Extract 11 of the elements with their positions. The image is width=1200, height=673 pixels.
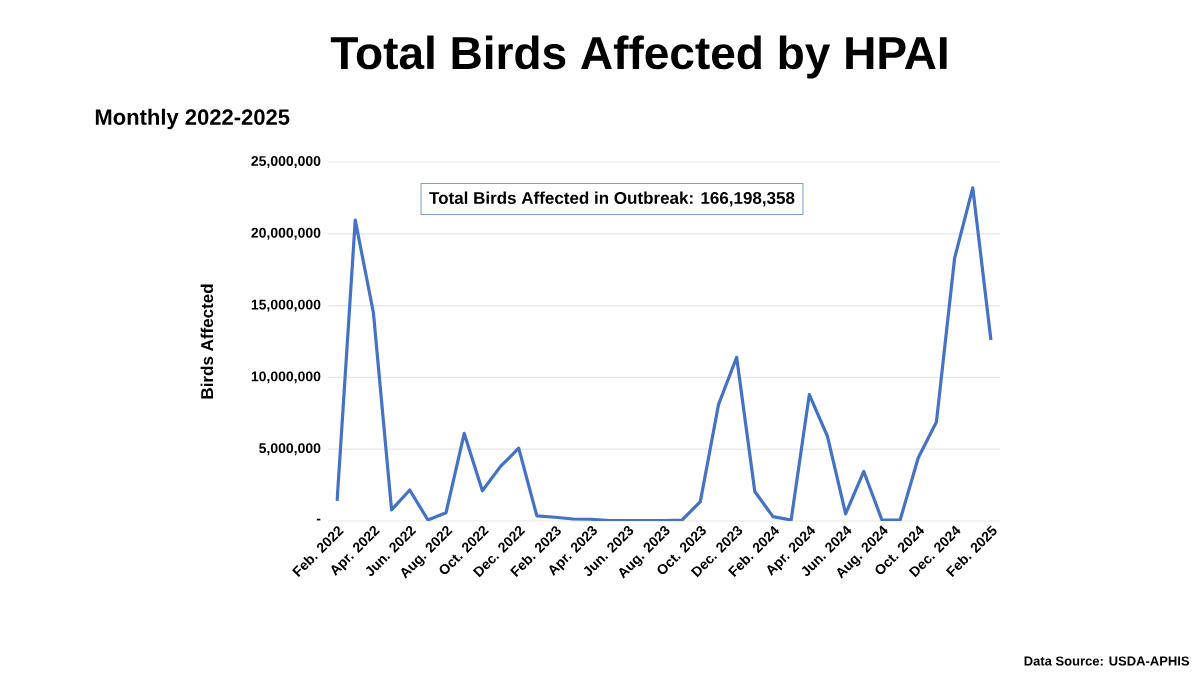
chart-subtitle: Monthly 2022-2025 [95,108,290,130]
y-tick-label: 15,000,000 [251,299,321,312]
y-tick-label: 10,000,000 [251,371,321,384]
y-tick-label: - [316,518,321,521]
chart-title: Total Birds Affected by HPAI [330,35,947,79]
y-tick-label: 20,000,000 [251,227,321,240]
y-axis-title: Birds Affected [200,284,214,399]
y-tick-label: 25,000,000 [251,156,321,168]
source-note: Data Source: USDA-APHIS [1024,656,1190,666]
annotation: Total Birds Affected in Outbreak: 166,198,358 [429,191,795,207]
y-tick-label: 5,000,000 [259,443,321,456]
